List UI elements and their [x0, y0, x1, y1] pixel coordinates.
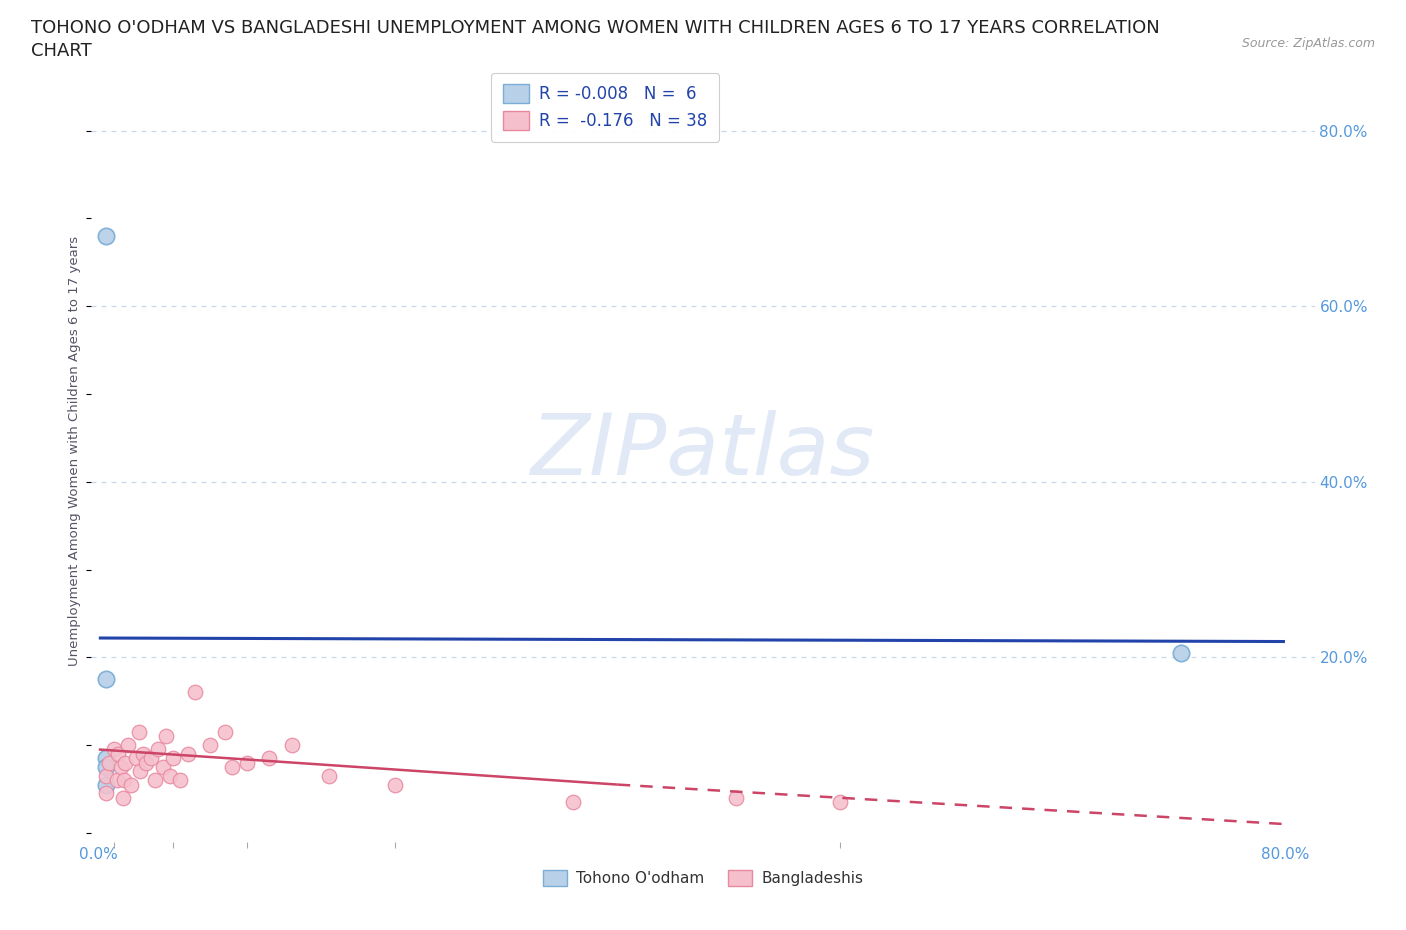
- Point: [152, 760, 174, 775]
- Point: [105, 773, 128, 788]
- Point: [280, 737, 302, 752]
- Point: [155, 729, 177, 744]
- Point: [725, 790, 748, 805]
- Point: [96, 786, 118, 801]
- Point: [96, 229, 118, 244]
- Point: [96, 760, 118, 775]
- Point: [1170, 645, 1192, 660]
- Point: [146, 742, 169, 757]
- Legend: Tohono O'odham, Bangladeshis: Tohono O'odham, Bangladeshis: [537, 864, 869, 893]
- Point: [162, 751, 184, 765]
- Point: [143, 773, 166, 788]
- Point: [103, 742, 125, 757]
- Point: [830, 795, 852, 810]
- Point: [125, 751, 148, 765]
- Point: [259, 751, 281, 765]
- Point: [159, 768, 181, 783]
- Point: [128, 724, 150, 739]
- Text: TOHONO O'ODHAM VS BANGLADESHI UNEMPLOYMENT AMONG WOMEN WITH CHILDREN AGES 6 TO 1: TOHONO O'ODHAM VS BANGLADESHI UNEMPLOYME…: [31, 19, 1160, 36]
- Point: [184, 685, 207, 700]
- Point: [107, 747, 129, 762]
- Y-axis label: Unemployment Among Women with Children Ages 6 to 17 years: Unemployment Among Women with Children A…: [67, 236, 82, 666]
- Point: [129, 764, 152, 778]
- Point: [132, 747, 155, 762]
- Point: [114, 755, 136, 770]
- Point: [112, 773, 135, 788]
- Text: Source: ZipAtlas.com: Source: ZipAtlas.com: [1241, 37, 1375, 50]
- Point: [98, 755, 121, 770]
- Point: [318, 768, 340, 783]
- Point: [120, 777, 142, 792]
- Point: [111, 790, 134, 805]
- Text: CHART: CHART: [31, 42, 91, 60]
- Point: [117, 737, 139, 752]
- Point: [96, 671, 118, 686]
- Point: [135, 755, 157, 770]
- Point: [96, 768, 118, 783]
- Point: [96, 751, 118, 765]
- Point: [96, 777, 118, 792]
- Point: [384, 777, 406, 792]
- Point: [562, 795, 585, 810]
- Point: [221, 760, 243, 775]
- Point: [169, 773, 191, 788]
- Point: [198, 737, 221, 752]
- Point: [110, 760, 132, 775]
- Point: [177, 747, 200, 762]
- Point: [139, 751, 162, 765]
- Point: [236, 755, 259, 770]
- Text: ZIPatlas: ZIPatlas: [531, 409, 875, 493]
- Point: [214, 724, 236, 739]
